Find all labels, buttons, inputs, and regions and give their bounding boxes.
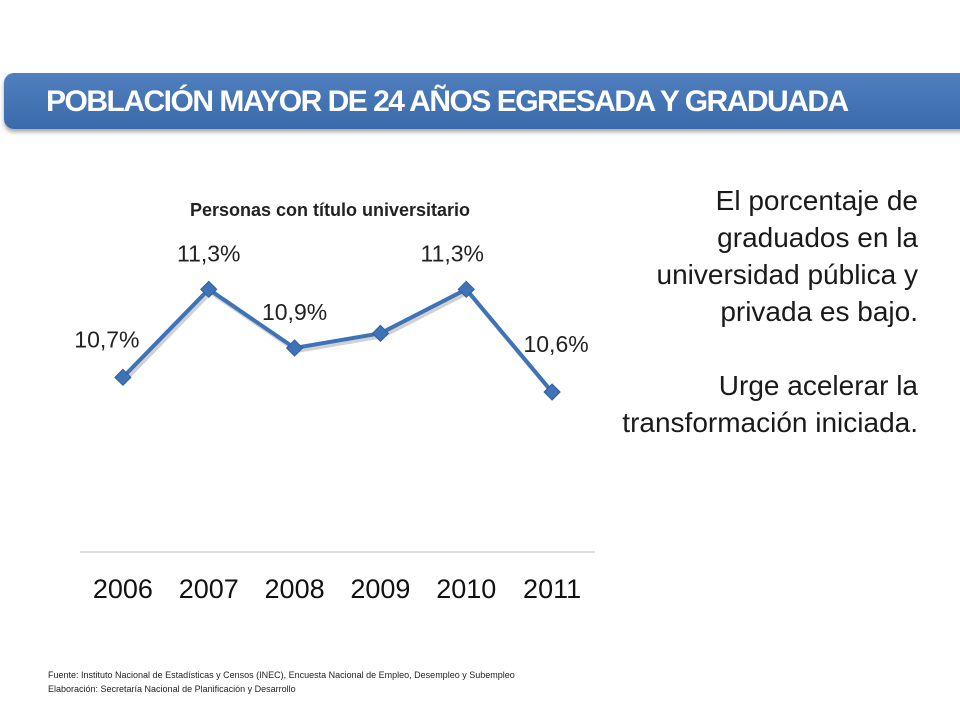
x-tick-label: 2007: [179, 574, 239, 604]
data-point-marker: [457, 280, 475, 299]
page-title: POBLACIÓN MAYOR DE 24 AÑOS EGRESADA Y GR…: [46, 85, 849, 118]
x-tick-label: 2010: [436, 574, 496, 604]
x-tick-label: 2011: [523, 574, 581, 604]
commentary-paragraph-2: Urge acelerar la transformación iniciada…: [622, 370, 918, 438]
x-tick-label: 2006: [93, 574, 153, 604]
data-point-marker: [114, 368, 132, 387]
data-point-marker: [543, 383, 561, 401]
footer-source: Fuente: Instituto Nacional de Estadístic…: [48, 670, 515, 680]
commentary: El porcentaje de graduados en la univers…: [588, 182, 918, 441]
data-point-marker: [200, 280, 218, 299]
data-label: 10,9%: [262, 299, 327, 325]
data-label: 11,3%: [177, 240, 241, 266]
line-chart: 10,7% 11,3% 10,9% 11,3% 10,6% 2006 2007 2008 200…: [74, 240, 595, 604]
data-label: 11,3%: [420, 240, 484, 266]
series-line: [121, 287, 554, 394]
commentary-paragraph-1: El porcentaje de graduados en la univers…: [656, 185, 919, 327]
x-tick-label: 2008: [265, 574, 325, 604]
footer-elaboration: Elaboración: Secretaría Nacional de Plan…: [48, 684, 296, 694]
title-banner: [4, 73, 960, 129]
data-point-marker: [285, 339, 304, 357]
data-point-marker: [371, 324, 390, 343]
chart-title: Personas con título universitario: [189, 200, 471, 220]
x-tick-label: 2009: [350, 574, 410, 604]
data-label: 10,7%: [74, 326, 139, 352]
data-label: 10,6%: [523, 331, 588, 357]
footer: Fuente: Instituto Nacional de Estadístic…: [48, 668, 515, 696]
